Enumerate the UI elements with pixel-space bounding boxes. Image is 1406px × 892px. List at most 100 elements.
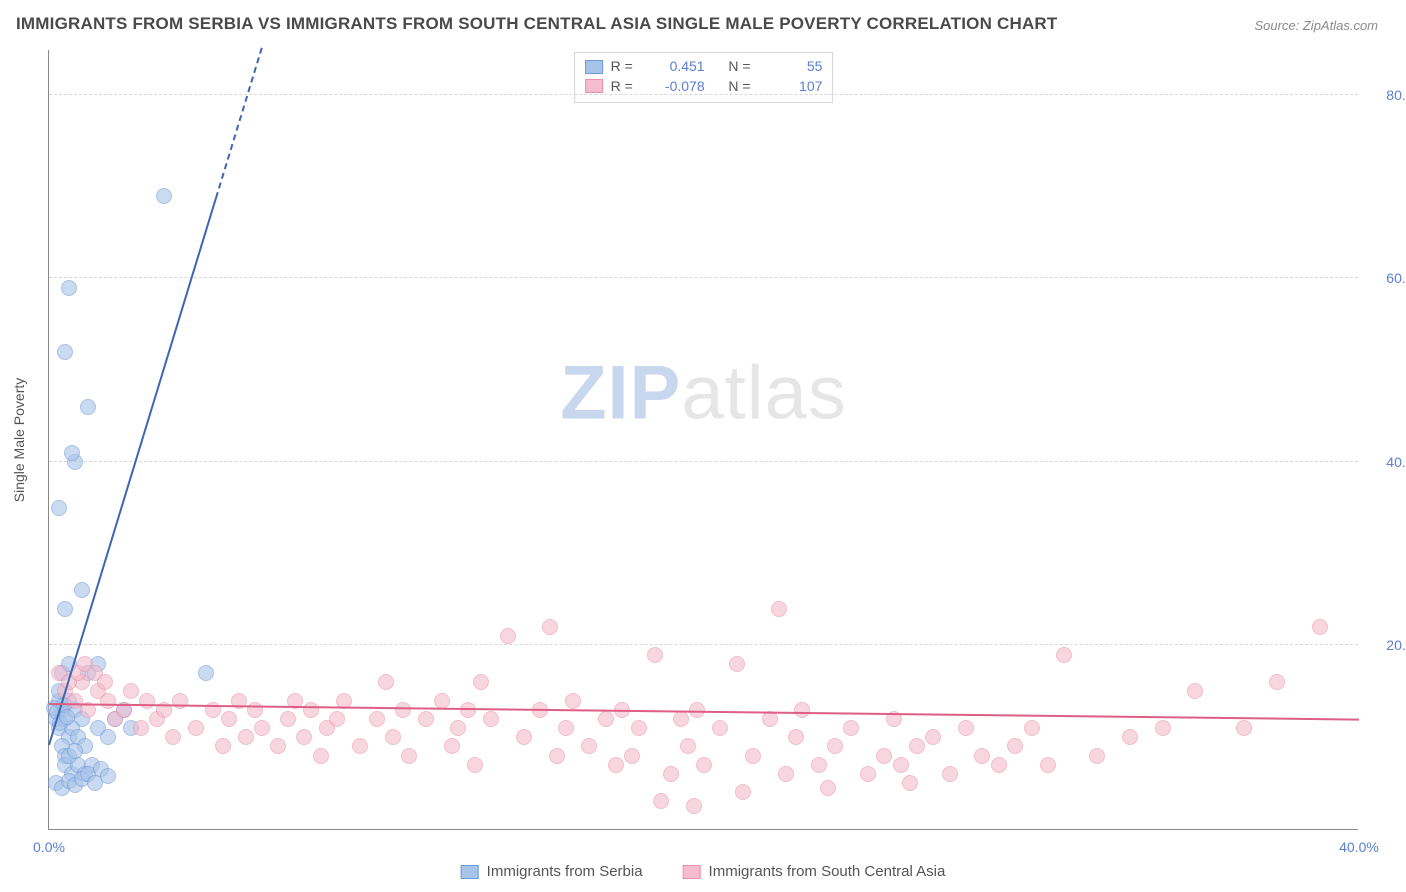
data-point <box>1236 720 1252 736</box>
data-point <box>378 674 394 690</box>
data-point <box>788 729 804 745</box>
trend-line <box>215 48 263 199</box>
data-point <box>133 720 149 736</box>
x-tick-label: 0.0% <box>33 839 65 855</box>
data-point <box>313 748 329 764</box>
y-tick-label: 80.0% <box>1366 87 1406 103</box>
data-point <box>221 711 237 727</box>
data-point <box>188 720 204 736</box>
data-point <box>624 748 640 764</box>
data-point <box>444 738 460 754</box>
data-point <box>1187 683 1203 699</box>
data-point <box>1122 729 1138 745</box>
bottom-legend: Immigrants from Serbia Immigrants from So… <box>461 863 946 880</box>
r-value: 0.451 <box>647 57 705 77</box>
data-point <box>64 445 80 461</box>
legend-swatch <box>461 865 479 879</box>
data-point <box>483 711 499 727</box>
data-point <box>771 601 787 617</box>
data-point <box>974 748 990 764</box>
data-point <box>735 784 751 800</box>
legend-label: Immigrants from Serbia <box>487 863 643 880</box>
data-point <box>51 500 67 516</box>
gridline <box>49 277 1358 278</box>
watermark-atlas: atlas <box>681 350 847 435</box>
data-point <box>653 793 669 809</box>
data-point <box>991 757 1007 773</box>
data-point <box>418 711 434 727</box>
data-point <box>811 757 827 773</box>
data-point <box>74 582 90 598</box>
data-point <box>581 738 597 754</box>
data-point <box>97 674 113 690</box>
data-point <box>876 748 892 764</box>
data-point <box>1089 748 1105 764</box>
data-point <box>450 720 466 736</box>
data-point <box>1007 738 1023 754</box>
data-point <box>1269 674 1285 690</box>
data-point <box>1312 619 1328 635</box>
data-point <box>296 729 312 745</box>
data-point <box>827 738 843 754</box>
data-point <box>369 711 385 727</box>
data-point <box>215 738 231 754</box>
data-point <box>860 766 876 782</box>
data-point <box>909 738 925 754</box>
stats-row: R = 0.451 N = 55 <box>585 57 823 77</box>
chart-title: IMMIGRANTS FROM SERBIA VS IMMIGRANTS FRO… <box>16 14 1058 34</box>
source-attribution: Source: ZipAtlas.com <box>1254 18 1378 33</box>
data-point <box>1155 720 1171 736</box>
r-label: R = <box>611 57 639 77</box>
y-tick-label: 60.0% <box>1366 270 1406 286</box>
data-point <box>401 748 417 764</box>
data-point <box>123 683 139 699</box>
legend-label: Immigrants from South Central Asia <box>709 863 946 880</box>
watermark: ZIPatlas <box>560 349 847 436</box>
data-point <box>542 619 558 635</box>
data-point <box>352 738 368 754</box>
legend-swatch <box>683 865 701 879</box>
y-tick-label: 40.0% <box>1366 454 1406 470</box>
data-point <box>778 766 794 782</box>
data-point <box>329 711 345 727</box>
data-point <box>500 628 516 644</box>
watermark-zip: ZIP <box>560 350 681 435</box>
data-point <box>745 748 761 764</box>
data-point <box>80 399 96 415</box>
data-point <box>473 674 489 690</box>
data-point <box>434 693 450 709</box>
data-point <box>156 188 172 204</box>
data-point <box>549 748 565 764</box>
data-point <box>198 665 214 681</box>
data-point <box>67 743 83 759</box>
data-point <box>1056 647 1072 663</box>
gridline <box>49 461 1358 462</box>
legend-swatch <box>585 79 603 93</box>
data-point <box>663 766 679 782</box>
data-point <box>686 798 702 814</box>
legend-item: Immigrants from Serbia <box>461 863 643 880</box>
data-point <box>820 780 836 796</box>
data-point <box>893 757 909 773</box>
data-point <box>598 711 614 727</box>
y-tick-label: 20.0% <box>1366 637 1406 653</box>
n-label: N = <box>728 57 756 77</box>
data-point <box>558 720 574 736</box>
legend-item: Immigrants from South Central Asia <box>683 863 946 880</box>
y-axis-label: Single Male Poverty <box>11 377 27 502</box>
data-point <box>794 702 810 718</box>
n-value: 55 <box>764 57 822 77</box>
data-point <box>631 720 647 736</box>
data-point <box>59 709 75 725</box>
data-point <box>516 729 532 745</box>
stats-legend-box: R =0.451 N =55R =-0.078 N =107 <box>574 52 834 103</box>
legend-swatch <box>585 60 603 74</box>
data-point <box>100 693 116 709</box>
scatter-plot: ZIPatlas Single Male Poverty R =0.451 N … <box>48 50 1358 830</box>
data-point <box>902 775 918 791</box>
data-point <box>395 702 411 718</box>
data-point <box>467 757 483 773</box>
data-point <box>303 702 319 718</box>
data-point <box>238 729 254 745</box>
data-point <box>843 720 859 736</box>
